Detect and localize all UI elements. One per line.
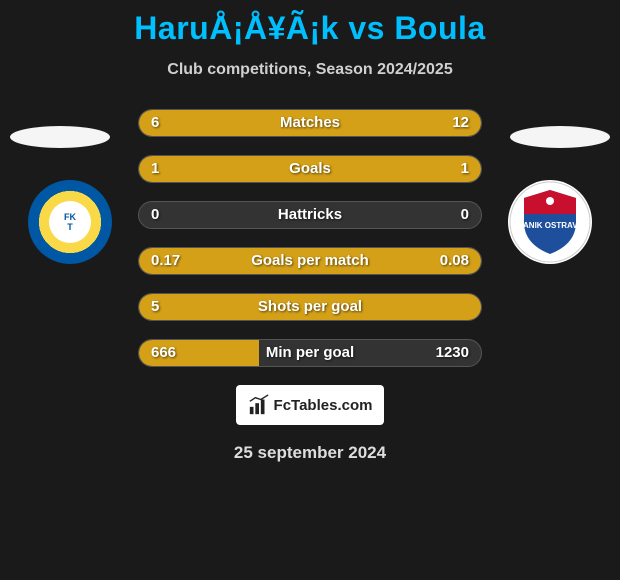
subtitle: Club competitions, Season 2024/2025 xyxy=(0,61,620,79)
page-title: HaruÅ¡Å¥Ã¡k vs Boula xyxy=(0,0,620,47)
stat-label: Hattricks xyxy=(139,202,481,228)
svg-text:BANIK OSTRAVA: BANIK OSTRAVA xyxy=(517,221,583,230)
footer-brand[interactable]: FcTables.com xyxy=(236,385,384,425)
stat-label: Goals xyxy=(139,156,481,182)
club-logo-right[interactable]: BANIK OSTRAVA xyxy=(508,180,592,264)
stat-row: 5Shots per goal xyxy=(138,293,482,321)
player-placeholder-left xyxy=(10,126,110,148)
stat-row: 0.170.08Goals per match xyxy=(138,247,482,275)
stat-row: 00Hattricks xyxy=(138,201,482,229)
stat-label: Matches xyxy=(139,110,481,136)
player-placeholder-right xyxy=(510,126,610,148)
stat-label: Goals per match xyxy=(139,248,481,274)
shield-icon: BANIK OSTRAVA xyxy=(508,180,592,264)
chart-icon xyxy=(248,394,270,416)
footer-brand-text: FcTables.com xyxy=(274,397,373,414)
stat-label: Shots per goal xyxy=(139,294,481,320)
stat-label: Min per goal xyxy=(139,340,481,366)
stat-row: 612Matches xyxy=(138,109,482,137)
stat-row: 11Goals xyxy=(138,155,482,183)
club-logo-left-text: FKT xyxy=(49,201,91,243)
date-text: 25 september 2024 xyxy=(0,443,620,463)
stats-container: 612Matches 11Goals 00Hattricks 0.170.08Goal… xyxy=(138,109,482,367)
club-logo-left[interactable]: FKT xyxy=(28,180,112,264)
stat-row: 6661230Min per goal xyxy=(138,339,482,367)
